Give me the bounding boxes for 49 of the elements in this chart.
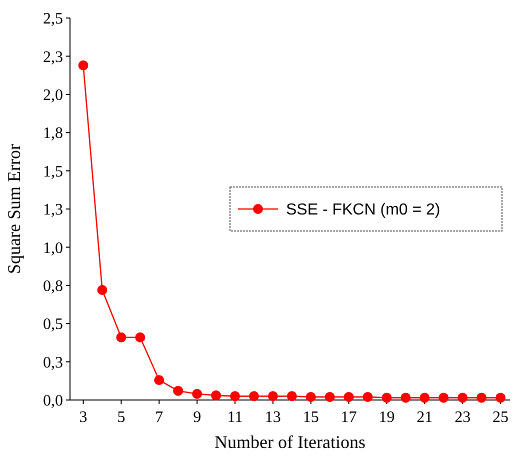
point bbox=[306, 392, 316, 402]
y-axis-title: Square Sum Error bbox=[4, 144, 24, 274]
point bbox=[211, 390, 222, 400]
legend-label: SSE - FKCN (m0 = 2) bbox=[286, 202, 440, 219]
y-tick-label: 1,5 bbox=[43, 163, 63, 180]
point bbox=[268, 391, 278, 402]
x-tick-label: 11 bbox=[227, 409, 243, 426]
y-tick-label: 0,0 bbox=[43, 392, 63, 410]
point bbox=[192, 388, 202, 399]
x-tick-label: 7 bbox=[155, 409, 164, 426]
y-tick-label: 0,5 bbox=[43, 316, 63, 334]
point bbox=[496, 392, 506, 403]
y-tick-label: 2,5 bbox=[43, 10, 63, 28]
y-tick-label: 0,8 bbox=[43, 278, 63, 295]
point bbox=[344, 392, 354, 402]
x-tick-label: 19 bbox=[378, 409, 395, 426]
point bbox=[324, 392, 335, 402]
x-tick-label: 25 bbox=[492, 409, 509, 426]
x-tick-label: 9 bbox=[193, 409, 202, 426]
y-tick-label: 0,3 bbox=[43, 354, 63, 372]
x-axis-title: Number of Iterations bbox=[214, 432, 366, 452]
point bbox=[248, 391, 259, 402]
y-tick-label: 1,3 bbox=[43, 202, 63, 219]
point bbox=[476, 392, 487, 403]
y-tick-label: 1,8 bbox=[43, 125, 63, 142]
y-tick-label: 2,0 bbox=[43, 87, 63, 104]
point bbox=[382, 392, 392, 403]
point bbox=[400, 392, 411, 403]
x-tick-label: 23 bbox=[454, 409, 471, 426]
point bbox=[116, 332, 126, 342]
y-tick-label: 1,0 bbox=[43, 240, 63, 257]
point bbox=[78, 60, 88, 70]
x-tick-label: 3 bbox=[79, 409, 88, 426]
point bbox=[230, 391, 240, 402]
point bbox=[135, 332, 146, 342]
point bbox=[173, 386, 184, 396]
x-tick-label: 13 bbox=[264, 409, 281, 426]
point bbox=[97, 284, 108, 295]
x-tick-label: 17 bbox=[340, 409, 357, 426]
x-tick-label: 5 bbox=[117, 409, 126, 426]
x-tick-label: 21 bbox=[416, 409, 433, 426]
point bbox=[458, 392, 468, 403]
point bbox=[286, 391, 297, 402]
point bbox=[420, 392, 430, 403]
point bbox=[362, 392, 373, 402]
y-tick-label: 2,3 bbox=[43, 48, 63, 66]
point bbox=[438, 392, 449, 403]
x-tick-label: 15 bbox=[302, 409, 319, 426]
point bbox=[154, 375, 164, 386]
